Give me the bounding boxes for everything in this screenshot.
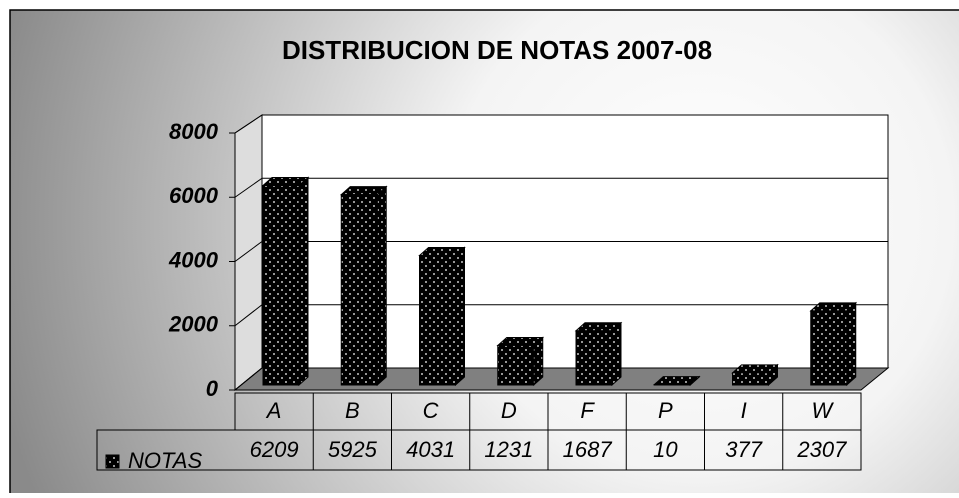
x-tick-label: D [501, 398, 517, 423]
y-tick-label: 8000 [169, 119, 219, 144]
data-label: 6209 [250, 437, 299, 462]
data-label: 4031 [406, 437, 455, 462]
x-tick-label: I [741, 398, 747, 423]
bar [498, 345, 534, 385]
x-tick-label: C [423, 398, 439, 423]
x-tick-label: P [658, 398, 673, 423]
bar-side [456, 248, 465, 385]
bar-side [299, 178, 308, 385]
x-tick-label: A [265, 398, 282, 423]
chart-title: DISTRIBUCION DE NOTAS 2007-08 [282, 35, 712, 65]
data-label: 2307 [796, 437, 847, 462]
bar-side [847, 303, 856, 385]
x-tick-label: F [580, 398, 595, 423]
bar [263, 186, 299, 385]
bar [811, 311, 847, 385]
bar [733, 373, 769, 385]
legend-label: NOTAS [128, 448, 202, 473]
bar-side [612, 323, 621, 385]
bar [341, 195, 377, 385]
x-tick-label: B [345, 398, 360, 423]
data-label: 5925 [328, 437, 378, 462]
bar [576, 331, 612, 385]
floor [235, 368, 888, 390]
bar-side [377, 187, 386, 385]
y-tick-label: 4000 [168, 247, 219, 272]
data-label: 1687 [563, 437, 613, 462]
y-tick-label: 0 [206, 376, 219, 401]
x-tick-label: W [811, 398, 834, 423]
legend-key [106, 455, 119, 468]
y-tick-label: 6000 [169, 183, 219, 208]
side-wall [235, 115, 262, 390]
y-tick-label: 2000 [168, 312, 219, 337]
data-label: 1231 [484, 437, 533, 462]
data-label: 10 [653, 437, 678, 462]
data-label: 377 [725, 437, 762, 462]
bar [420, 256, 456, 385]
